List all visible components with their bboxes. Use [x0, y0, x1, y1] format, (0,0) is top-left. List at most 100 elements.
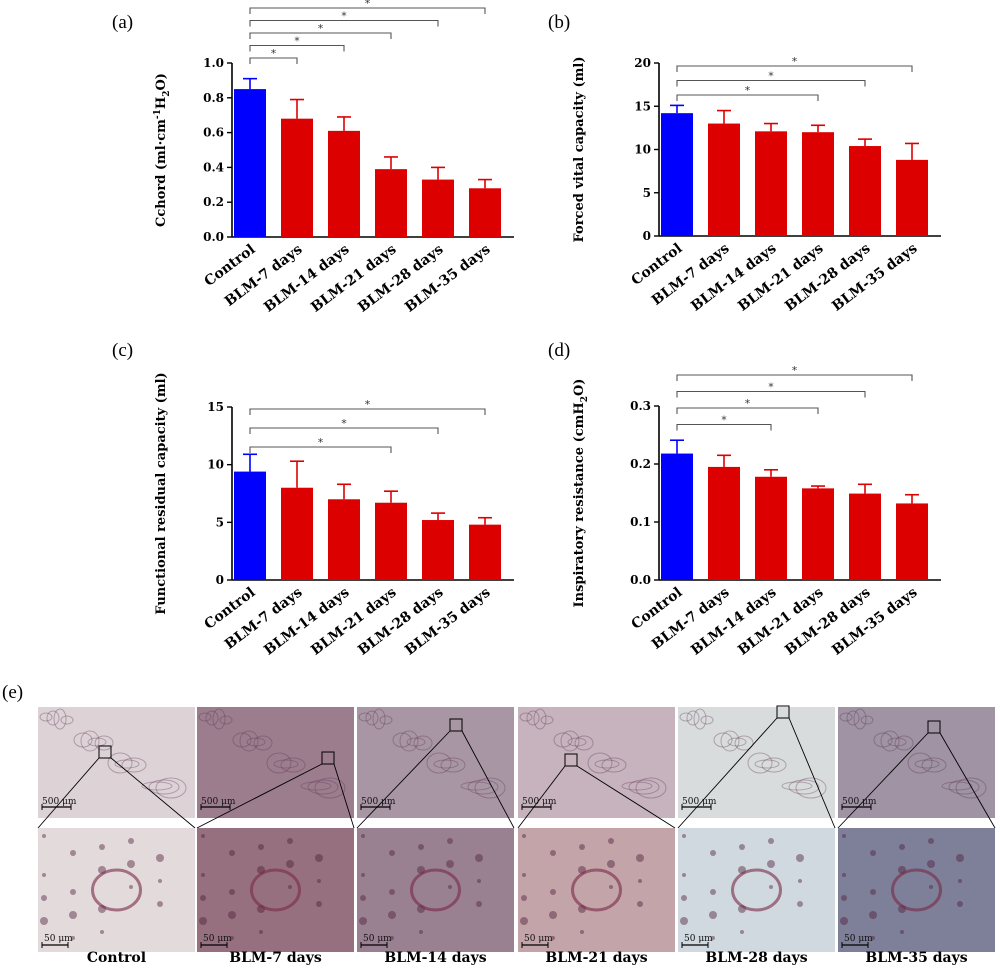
- tissue-image-high: [357, 828, 514, 952]
- cell-nucleus: [681, 895, 687, 901]
- tissue-texture: [148, 779, 180, 795]
- tissue-texture: [300, 781, 332, 791]
- tissue-texture: [467, 779, 499, 795]
- cell-nucleus: [769, 885, 773, 889]
- panel-letter: (d): [548, 340, 570, 361]
- tissue-texture: [734, 735, 754, 751]
- histology-panel: (e) 500 μm 50 μm Control 500 μm 50 μm BLM-7 da…: [2, 682, 996, 966]
- category-label-3: BLM-21 days: [735, 584, 826, 658]
- histology-high-mag-3: 50 μm: [518, 828, 675, 952]
- histology-label-3: BLM-21 days: [545, 950, 647, 966]
- significance-star-0: *: [318, 436, 324, 449]
- bar-3: [375, 169, 407, 237]
- bar-1: [708, 123, 740, 236]
- significance-star-2: *: [365, 398, 371, 411]
- category-label-5: BLM-35 days: [402, 584, 493, 658]
- cell-nucleus: [608, 838, 614, 844]
- category-label-4: BLM-28 days: [355, 241, 446, 315]
- scale-bar-label: 500 μm: [682, 797, 717, 807]
- tissue-texture: [246, 737, 266, 747]
- cell-nucleus: [682, 873, 686, 877]
- tissue-texture: [955, 777, 987, 799]
- tissue-image-low: [838, 707, 995, 818]
- tissue-texture: [440, 757, 466, 773]
- cell-nucleus: [740, 930, 744, 934]
- scale-bar-label: 50 μm: [44, 934, 73, 944]
- cell-nucleus: [70, 850, 76, 856]
- significance-bracket-4: [249, 7, 486, 14]
- tissue-texture: [94, 735, 114, 751]
- scale-bar-label: 50 μm: [524, 934, 553, 944]
- tissue-texture: [914, 759, 940, 769]
- bar-5: [469, 188, 501, 237]
- panel-letter: (c): [112, 340, 133, 361]
- tissue-texture: [533, 708, 547, 730]
- scale-bar-label: 500 μm: [522, 797, 557, 807]
- tissue-texture: [860, 715, 874, 725]
- histology-high-mag-4: 50 μm: [678, 828, 835, 952]
- cell-nucleus: [870, 850, 876, 856]
- category-label-4: BLM-28 days: [782, 584, 873, 658]
- significance-bracket-0: [249, 446, 392, 453]
- cell-nucleus: [739, 844, 745, 850]
- tissue-texture: [761, 757, 787, 773]
- category-label-2: BLM-14 days: [261, 584, 352, 658]
- significance-bracket-1: [249, 427, 439, 434]
- category-label-4: BLM-28 days: [355, 584, 446, 658]
- scale-bar-label: 500 μm: [361, 797, 396, 807]
- chart-panel-c: (c) 0 5 10 15 Functional residual capacity (m…: [112, 340, 514, 659]
- histology-label-2: BLM-14 days: [384, 950, 486, 966]
- significance-bracket-0: [249, 57, 298, 64]
- y-tick-label: 0: [643, 229, 651, 243]
- cell-nucleus: [957, 901, 963, 907]
- tissue-texture: [114, 759, 140, 769]
- y-tick-label: 0.3: [630, 399, 651, 413]
- cell-nucleus: [388, 911, 396, 919]
- vessel-structure: [731, 868, 782, 912]
- tissue-texture: [314, 777, 346, 799]
- cell-nucleus: [361, 873, 365, 877]
- tissue-texture: [232, 732, 252, 748]
- tissue-texture: [155, 777, 187, 799]
- y-tick-label: 0.2: [203, 195, 224, 209]
- tissue-texture: [474, 777, 506, 799]
- cell-nucleus: [201, 873, 205, 877]
- histology-high-mag-0: 50 μm: [38, 828, 195, 952]
- cell-nucleus: [521, 895, 527, 901]
- bar-4: [849, 146, 881, 236]
- cell-nucleus: [389, 850, 395, 856]
- tissue-texture: [107, 752, 133, 774]
- bar-2: [755, 131, 787, 236]
- panel-letter: (b): [548, 12, 570, 33]
- tissue-texture: [413, 735, 433, 751]
- panel-letter: (a): [112, 12, 133, 33]
- bar-0: [234, 89, 266, 237]
- cell-nucleus: [475, 854, 483, 862]
- category-label-4: BLM-28 days: [782, 240, 873, 314]
- tissue-texture: [433, 759, 459, 769]
- bar-1: [281, 118, 313, 237]
- tissue-texture: [788, 779, 820, 795]
- cell-nucleus: [579, 844, 585, 850]
- cell-nucleus: [477, 879, 481, 883]
- bar-3: [375, 502, 407, 580]
- significance-bracket-0: [676, 423, 772, 431]
- cell-nucleus: [259, 930, 263, 934]
- tissue-image-low: [197, 707, 354, 818]
- histology-low-mag-5: 500 μm: [838, 707, 995, 818]
- zoom-line: [517, 765, 566, 829]
- cell-nucleus: [900, 930, 904, 934]
- bar-0: [661, 453, 693, 580]
- significance-bracket-3: [676, 374, 913, 381]
- y-tick-label: 15: [634, 99, 651, 113]
- tissue-image-high: [38, 828, 195, 952]
- y-tick-label: 5: [216, 515, 224, 529]
- significance-bracket-1: [676, 407, 819, 414]
- tissue-texture: [713, 732, 733, 748]
- y-axis-label: Inspiratory resistance (cmH2O): [572, 379, 590, 608]
- significance-star-3: *: [792, 364, 798, 377]
- tissue-texture: [540, 715, 554, 725]
- cell-nucleus: [129, 885, 133, 889]
- category-label-5: BLM-35 days: [829, 240, 920, 314]
